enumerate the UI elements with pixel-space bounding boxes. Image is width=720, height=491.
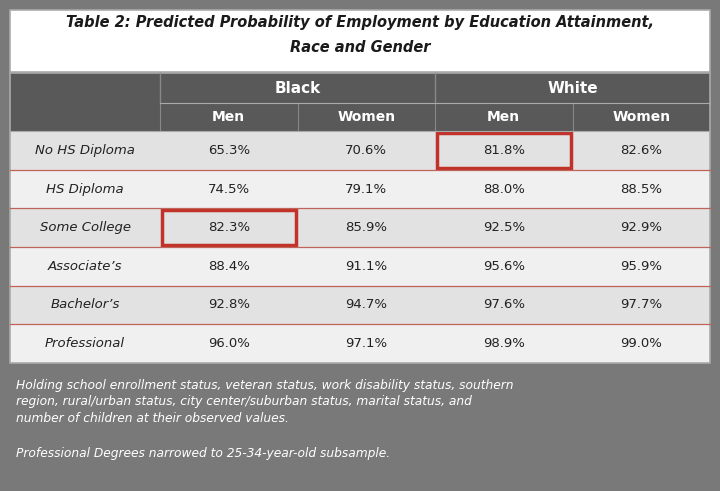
Text: Bachelor’s: Bachelor’s — [50, 299, 120, 311]
Text: Black: Black — [274, 81, 320, 96]
Text: 85.9%: 85.9% — [346, 221, 387, 234]
Bar — [10, 170, 710, 208]
Text: 94.7%: 94.7% — [346, 299, 387, 311]
Text: 70.6%: 70.6% — [346, 144, 387, 157]
Bar — [10, 103, 710, 131]
Text: Holding school enrollment status, veteran status, work disability status, southe: Holding school enrollment status, vetera… — [16, 379, 513, 391]
Bar — [10, 247, 710, 286]
Text: Table 2: Predicted Probability of Employment by Education Attainment,: Table 2: Predicted Probability of Employ… — [66, 15, 654, 29]
Bar — [10, 73, 160, 103]
Bar — [437, 133, 570, 167]
Text: White: White — [547, 81, 598, 96]
Text: 82.6%: 82.6% — [620, 144, 662, 157]
Text: No HS Diploma: No HS Diploma — [35, 144, 135, 157]
Text: 99.0%: 99.0% — [621, 337, 662, 350]
Text: region, rural/urban status, city center/suburban status, marital status, and: region, rural/urban status, city center/… — [16, 395, 472, 409]
Text: Some College: Some College — [40, 221, 130, 234]
Text: 92.8%: 92.8% — [208, 299, 250, 311]
Bar — [10, 73, 710, 363]
Bar — [10, 10, 710, 72]
Text: Associate’s: Associate’s — [48, 260, 122, 273]
Text: 95.9%: 95.9% — [620, 260, 662, 273]
Text: 88.5%: 88.5% — [620, 183, 662, 195]
Text: 97.6%: 97.6% — [482, 299, 525, 311]
Bar — [10, 286, 710, 325]
Bar — [162, 210, 295, 245]
Bar — [10, 325, 710, 363]
Text: Women: Women — [612, 110, 670, 124]
Text: 74.5%: 74.5% — [207, 183, 250, 195]
Text: HS Diploma: HS Diploma — [46, 183, 124, 195]
Text: 98.9%: 98.9% — [483, 337, 525, 350]
Text: 97.7%: 97.7% — [620, 299, 662, 311]
Text: Men: Men — [212, 110, 246, 124]
Text: 79.1%: 79.1% — [345, 183, 387, 195]
Bar — [10, 131, 710, 170]
Text: Professional Degrees narrowed to 25-34-year-old subsample.: Professional Degrees narrowed to 25-34-y… — [16, 446, 390, 460]
Text: Women: Women — [337, 110, 395, 124]
Text: 81.8%: 81.8% — [482, 144, 525, 157]
Text: 92.5%: 92.5% — [482, 221, 525, 234]
Bar — [10, 73, 710, 103]
Bar — [10, 373, 710, 481]
Text: 91.1%: 91.1% — [345, 260, 387, 273]
Text: 92.9%: 92.9% — [620, 221, 662, 234]
Text: Men: Men — [487, 110, 521, 124]
Text: 82.3%: 82.3% — [207, 221, 250, 234]
Text: 88.4%: 88.4% — [208, 260, 250, 273]
Text: 96.0%: 96.0% — [208, 337, 250, 350]
Text: 95.6%: 95.6% — [482, 260, 525, 273]
Text: 97.1%: 97.1% — [345, 337, 387, 350]
Text: 65.3%: 65.3% — [207, 144, 250, 157]
Text: number of children at their observed values.: number of children at their observed val… — [16, 412, 289, 426]
Text: Race and Gender: Race and Gender — [289, 39, 431, 55]
Text: 88.0%: 88.0% — [483, 183, 525, 195]
Text: Professional: Professional — [45, 337, 125, 350]
Bar — [10, 208, 710, 247]
